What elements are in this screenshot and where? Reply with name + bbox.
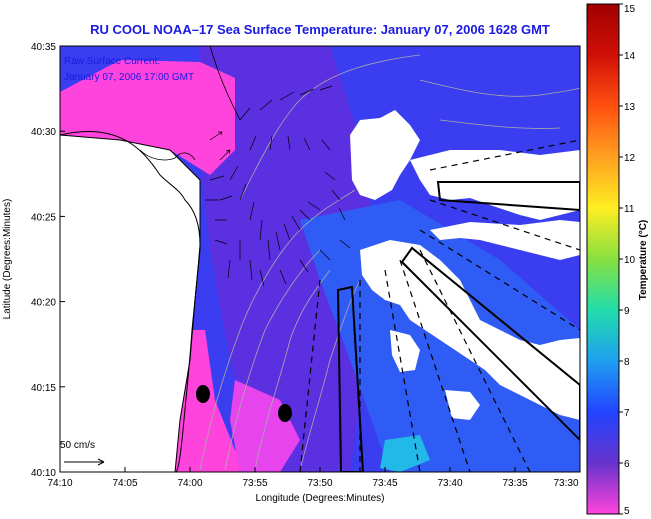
map-plot-area [60,46,580,472]
coastline-inlet [139,149,196,161]
x-tick-label: 73:30 [553,478,578,489]
x-tick-label: 73:35 [502,478,527,489]
x-axis-ticks: 74:10 74:05 74:00 73:55 73:50 73:45 73:40 73:35… [47,467,581,489]
colorbar-tick-label: 10 [624,255,636,266]
x-tick-label: 73:55 [242,478,267,489]
annotation-line2: January 07, 2006 17:00 GMT [64,72,194,83]
transect-box-south [336,285,365,472]
y-axis-label: Latitude (Degrees:Minutes) [2,199,13,320]
x-tick-label: 73:40 [437,478,462,489]
coastline-north [209,46,241,121]
bathymetry-contours [199,54,580,471]
sst-nearshore-magenta-south [175,330,260,472]
scale-bar-label: 50 cm/s [60,440,95,451]
sst-nearshore-magenta-north [60,60,235,175]
x-tick-label: 74:05 [112,478,137,489]
colorbar-tick-label: 14 [624,51,636,62]
colorbar-tick-label: 11 [624,204,635,215]
colorbar-ticks: 15 14 13 12 11 10 9 8 7 6 5 [619,3,636,517]
transect-box-east [400,246,580,442]
y-tick-label: 40:15 [31,383,56,394]
colorbar-tick-label: 7 [624,408,630,419]
sst-cyan-patch [380,435,430,472]
annotation-line1: Raw Surface Current: [64,56,160,67]
colorbar-tick-label: 13 [624,102,636,113]
radar-boundary-lines [299,139,580,472]
sst-cool-band [200,46,380,472]
colorbar-tick-label: 15 [624,4,636,15]
y-tick-label: 40:20 [31,298,56,309]
y-axis-ticks: 40:35 40:30 40:25 40:20 40:15 40:10 [31,42,65,479]
x-tick-label: 74:00 [177,478,202,489]
map-title: RU COOL NOAA–17 Sea Surface Temperature:… [90,22,550,37]
colorbar-tick-label: 5 [624,506,630,517]
transect-box-northeast [436,181,580,212]
land-mass [60,134,201,472]
colorbar-tick-label: 6 [624,459,630,470]
y-tick-label: 40:25 [31,212,56,223]
colorbar-tick-label: 9 [624,306,630,317]
colorbar-tick-label: 8 [624,357,630,368]
station-marker-east [278,404,292,422]
x-tick-label: 73:50 [307,478,332,489]
station-marker-west [196,385,210,403]
x-axis-label: Longitude (Degrees:Minutes) [256,493,385,504]
scale-arrow [64,458,105,466]
x-tick-label: 74:10 [47,478,72,489]
x-tick-label: 73:45 [372,478,397,489]
colorbar-label: Temperature (°C) [638,220,649,301]
colorbar-tick-label: 12 [624,153,636,164]
coastline [60,130,201,472]
colorbar [586,3,620,515]
surface-current-vectors [205,85,351,287]
y-tick-label: 40:30 [31,127,56,138]
y-tick-label: 40:10 [31,468,56,479]
sst-magenta-offshore [230,380,300,472]
y-tick-label: 40:35 [31,42,56,53]
